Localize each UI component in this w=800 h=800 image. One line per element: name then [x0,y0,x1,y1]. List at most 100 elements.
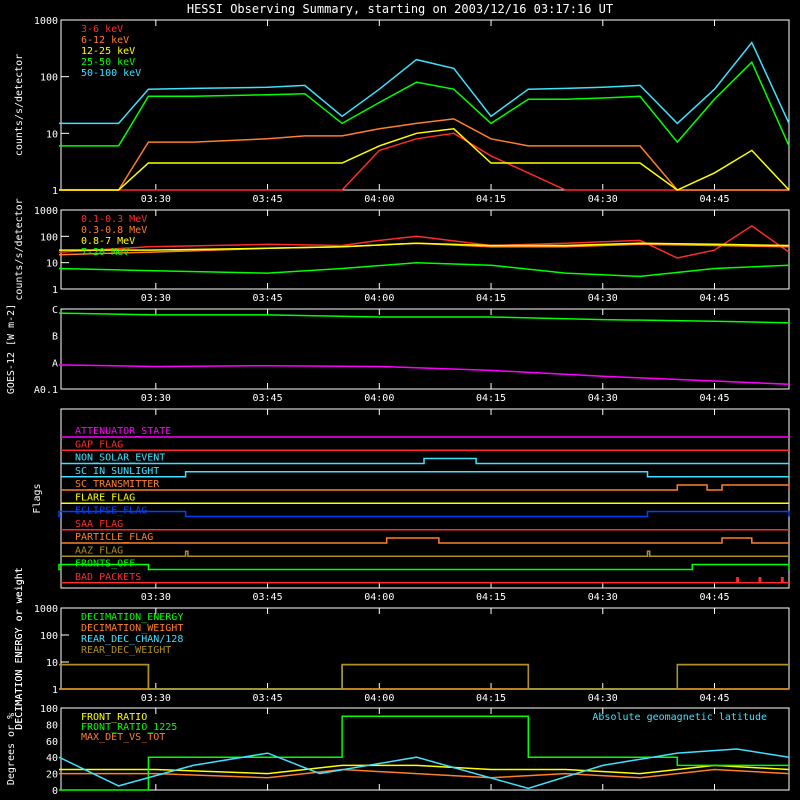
flags-xtick-label: 04:15 [476,592,506,603]
panel-ratios: 0 20 40 60 80 100 Degrees or % FRONT_RATIOFRONT… [6,704,790,797]
goes-ytick-label: A [52,358,58,369]
panel-flags: 03:30 03:45 04:00 04:15 04:30 04:45 ATTENUATOR… [32,408,790,603]
decimation-ytick-label: 1 [52,685,58,696]
xray-high-ytick-label: 100 [40,232,58,243]
flag-line-bad-packets [61,577,789,584]
xray-low-ytick-label: 10 [46,129,58,140]
ratios-ytick-label: 80 [46,720,58,731]
flag-label-saa-flag: SAA_FLAG [75,519,123,530]
ratios-frame [60,707,790,791]
flag-line-eclipse-flag [58,510,790,518]
xray-high-legend-7-20-mev: 7-20 MeV [81,247,129,258]
decimation-ylabel: DECIMATION ENERGY or weight [14,567,25,730]
xray-low-xtick-label: 04:45 [699,194,729,205]
xray-high-xtick-label: 04:15 [476,293,506,304]
xray-high-ytick-label: 1000 [34,206,58,217]
ratios-ytick-label: 0 [52,786,58,797]
xray-low-ytick-label: 1000 [34,16,58,27]
xray-high-xtick-label: 04:45 [699,293,729,304]
panel-xray-high: 03:30 03:45 04:00 04:15 04:30 04:45 1 10 100 1000… [14,198,790,304]
flag-line-sc-transmitter [61,484,790,491]
xray-low-ytick-label: 1 [52,186,58,197]
decimation-legend-rear-dec-weight: REAR_DEC_WEIGHT [81,645,171,656]
ratios-legend-front-ratio: FRONT_RATIO [81,712,147,723]
decimation-ytick-label: 100 [40,631,58,642]
goes-ytick-label: C [52,305,58,316]
xray-low-xtick-label: 04:15 [476,194,506,205]
goes-xtick-label: 04:15 [476,393,506,404]
xray-high-legend-0-3-0-8-mev: 0.3-0.8 MeV [81,225,147,236]
xray-low-series-12-25-kev [59,128,790,191]
xray-high-xtick-label: 03:45 [253,293,283,304]
flag-label-particle-flag: PARTICLE_FLAG [75,532,153,543]
flags-frame [60,408,790,589]
decimation-series-rear-dec-weight [59,663,789,690]
ratios-series-absolute-geomagnetic-latitude [58,748,790,790]
xray-high-legend-0-1-0-3-mev: 0.1-0.3 MeV [81,214,147,225]
flags-xtick-label: 04:30 [588,592,618,603]
ratios-ytick-label: 100 [40,704,58,715]
xray-high-xtick-label: 03:30 [141,293,171,304]
xray-low-xtick-label: 03:45 [253,194,283,205]
ratios-ytick-label: 60 [46,737,58,748]
flags-xtick-label: 03:30 [141,592,171,603]
decimation-xtick-label: 04:15 [476,693,506,704]
panel-goes: 03:30 03:45 04:00 04:15 04:30 04:45 A0.1 A B C GOE… [6,304,790,404]
decimation-ytick-label: 10 [46,658,58,669]
panel-decimation: 03:30 03:45 04:00 04:15 04:30 04:451101001000… [14,567,790,730]
xray-low-frame [60,19,790,191]
xray-high-ytick-label: 1 [52,285,58,296]
xray-low-legend-50-100-kev: 50-100 keV [81,68,141,79]
flag-line-particle-flag [61,537,789,544]
goes-frame [60,308,790,390]
goes-xtick-label: 04:00 [364,393,394,404]
ratios-legend-max-det-vs-tot: MAX_DET_VS_TOT [81,732,165,743]
ratios-ytick-label: 40 [46,753,58,764]
xray-high-xtick-label: 04:30 [588,293,618,304]
decimation-legend-rear-dec-chan-128: REAR_DEC_CHAN/128 [81,634,183,645]
xray-high-ylabel: counts/s/detector [14,198,25,300]
goes-ytick-label: B [52,332,58,343]
xray-high-legend-0-8-7-mev: 0.8-7 MeV [81,236,135,247]
decimation-xtick-label: 04:00 [364,693,394,704]
decimation-xtick-label: 04:45 [699,693,729,704]
ratios-ytick-label: 20 [46,770,58,781]
goes-xtick-label: 03:45 [253,393,283,404]
flag-label-bad-packets: BAD_PACKETS [75,572,141,583]
flags-ylabel: Flags [32,483,43,513]
decimation-ylabel: DECIMATION ENERGY or weight [14,567,25,730]
xray-low-ylabel: counts/s/detector [14,54,25,156]
figure-title: HESSI Observing Summary, starting on 200… [187,2,613,16]
xray-low-xtick-label: 04:30 [588,194,618,205]
flag-label-sc-in-sunlight: SC_IN_SUNLIGHT [75,466,159,477]
decimation-legend-decimation-energy: DECIMATION_ENERGY [81,612,183,623]
flag-line-fronts-off [58,563,790,571]
xray-low-series-50-100-kev [59,41,790,125]
flag-label-attenuator-state: ATTENUATOR_STATE [75,426,171,437]
flag-label-non-solar-event: NON_SOLAR_EVENT [75,453,165,464]
ratios-ylabel: Degrees or % [6,713,17,785]
xray-low-xtick-label: 03:30 [141,194,171,205]
flag-line-aaz-flag [61,550,789,558]
xray-low-legend-6-12-kev: 6-12 keV [81,35,129,46]
xray-high-ytick-label: 10 [46,259,58,270]
xray-low-legend-3-6-kev: 3-6 keV [81,24,123,35]
decimation-legend-decimation-weight: DECIMATION_WEIGHT [81,623,183,634]
flag-line-non-solar-event [61,457,789,465]
ratios-legend-front-ratio-1225: FRONT_RATIO_1225 [81,722,177,733]
xray-low-series-25-50-kev [59,60,790,147]
xray-high-xtick-label: 04:00 [364,293,394,304]
goes-series-goes-short [58,364,790,386]
plot-panels: 03:30 03:45 04:00 04:15 04:30 04:451101001000… [6,16,790,797]
goes-xtick-label: 03:30 [141,393,171,404]
panel-xray-low: 03:30 03:45 04:00 04:15 04:30 04:45 1 10 100 1000… [14,16,790,205]
flag-label-fronts-off: FRONTS_OFF [75,559,135,570]
flag-label-gap-flag: GAP_FLAG [75,439,123,450]
xray-low-legend-12-25-kev: 12-25 keV [81,46,135,57]
flag-label-flare-flag: FLARE_FLAG [75,492,135,503]
goes-series-goes-long [58,312,790,324]
goes-ylabel: GOES-12 [W m-2] [6,304,17,394]
xray-low-ytick-label: 100 [40,73,58,84]
